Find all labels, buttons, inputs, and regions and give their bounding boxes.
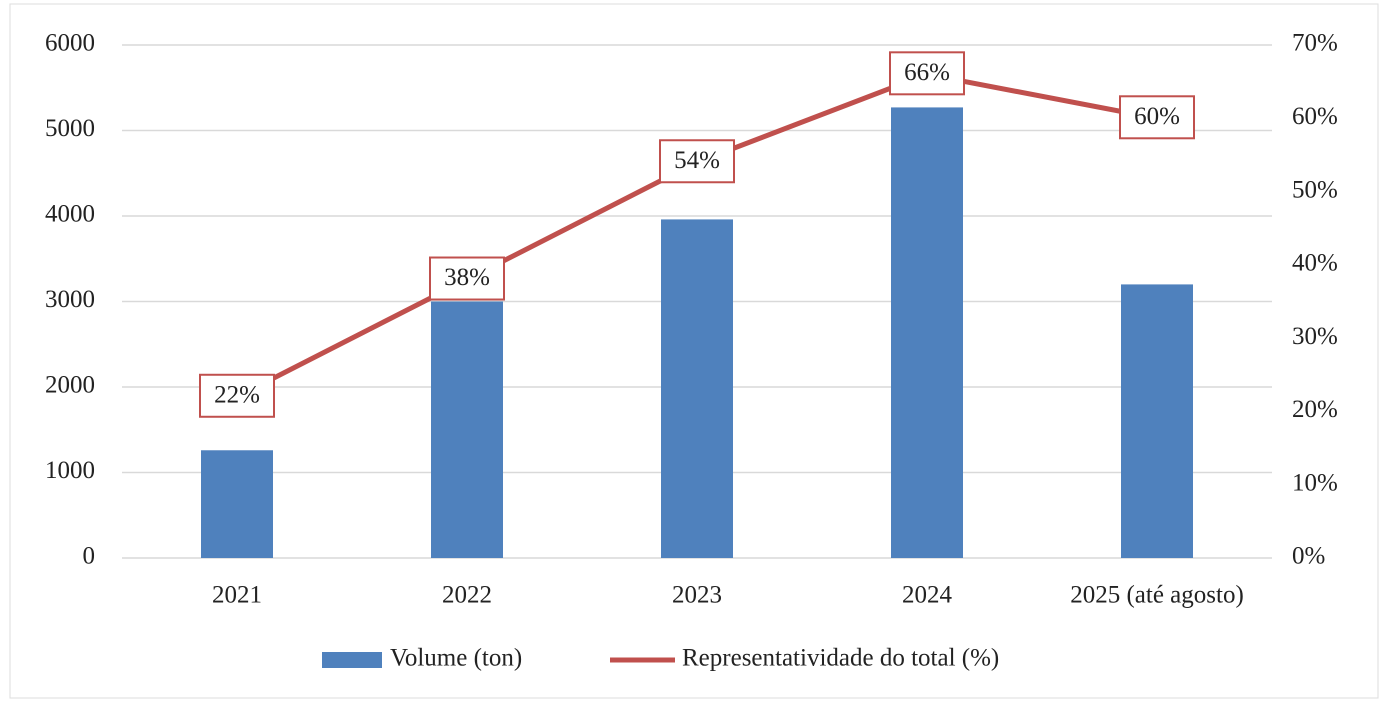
y2-tick-label: 20% xyxy=(1292,396,1338,423)
y-tick-label: 2000 xyxy=(45,372,95,399)
y2-tick-label: 0% xyxy=(1292,543,1325,570)
x-tick-label: 2022 xyxy=(442,582,492,609)
y2-tick-label: 60% xyxy=(1292,103,1338,130)
bar xyxy=(891,107,963,558)
bar xyxy=(201,450,273,558)
data-label: 66% xyxy=(904,59,950,86)
y-tick-label: 0 xyxy=(83,543,96,570)
label-box xyxy=(1119,95,1195,140)
y-tick-label: 5000 xyxy=(45,115,95,142)
y2-tick-label: 30% xyxy=(1292,323,1338,350)
data-label: 38% xyxy=(444,264,490,291)
legend-swatch xyxy=(322,652,382,668)
label-box xyxy=(199,373,275,418)
y2-tick-label: 50% xyxy=(1292,176,1338,203)
y-tick-label: 4000 xyxy=(45,201,95,228)
y-tick-label: 3000 xyxy=(45,286,95,313)
x-tick-label: 2024 xyxy=(902,582,953,609)
y2-tick-label: 70% xyxy=(1292,30,1338,57)
bar xyxy=(1121,284,1193,558)
data-label: 22% xyxy=(214,382,260,409)
frame xyxy=(9,3,1379,699)
bar xyxy=(661,219,733,559)
y-tick-label: 1000 xyxy=(45,457,95,484)
label-box xyxy=(659,139,735,184)
label-box xyxy=(889,51,965,96)
x-tick-label: 2023 xyxy=(672,582,722,609)
bar xyxy=(431,301,503,558)
label-box xyxy=(429,256,505,301)
data-label: 60% xyxy=(1134,103,1180,130)
y2-tick-label: 40% xyxy=(1292,250,1338,277)
x-tick-label: 2021 xyxy=(212,582,262,609)
legend-label: Representatividade do total (%) xyxy=(682,645,999,672)
data-label: 54% xyxy=(674,147,720,174)
y-tick-label: 6000 xyxy=(45,30,95,57)
y2-tick-label: 10% xyxy=(1292,469,1338,496)
x-tick-label: 2025 (até agosto) xyxy=(1070,582,1244,609)
legend-label: Volume (ton) xyxy=(390,645,522,672)
